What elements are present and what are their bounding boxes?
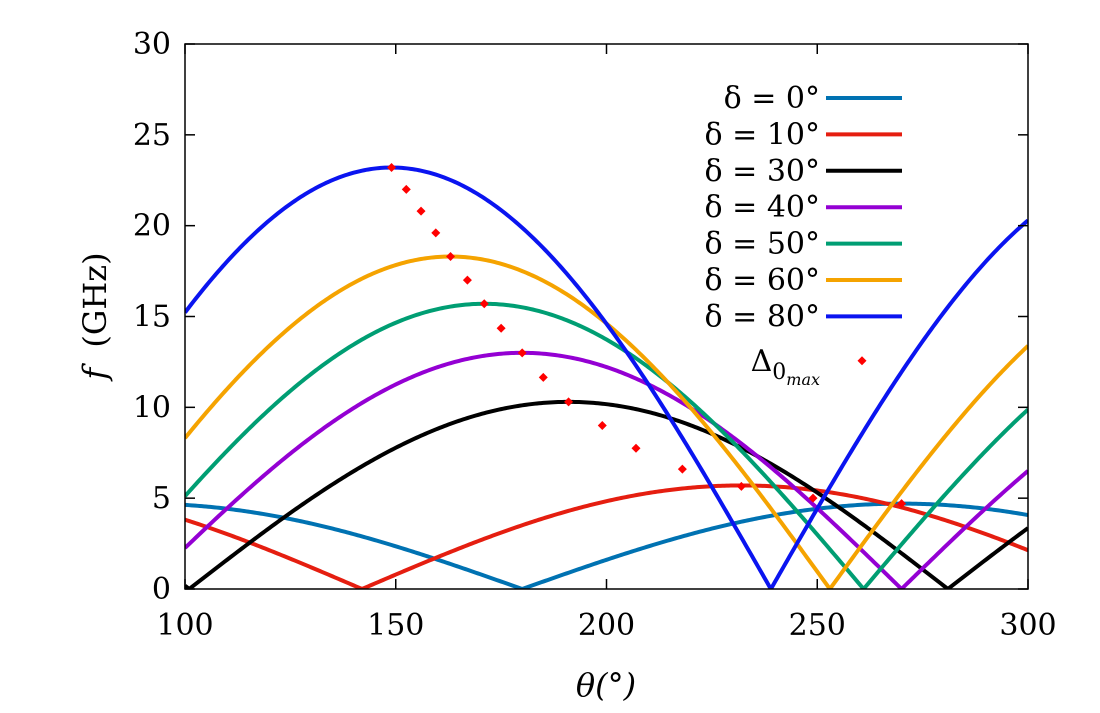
y-tick-label: 20 (133, 209, 171, 244)
series-line-delta-30 (185, 399, 1028, 589)
y-tick-label: 15 (133, 300, 171, 335)
y-axis-label-symbol: f (76, 363, 114, 382)
series-line-delta-50 (185, 301, 1028, 589)
x-tick-label: 200 (578, 608, 635, 643)
series-line-delta-40 (185, 350, 1028, 589)
marker-point (401, 184, 411, 194)
x-tick-label: 100 (156, 608, 213, 643)
x-tick-label: 250 (789, 608, 846, 643)
y-axis-label: f (GHz) (76, 252, 114, 381)
legend-label-delta-0: δ = 0° (724, 81, 820, 116)
marker-point (387, 163, 397, 173)
legend-label-delta-80: δ = 80° (705, 299, 820, 334)
svg-text:f (GHz): f (GHz) (76, 252, 114, 381)
marker-point (564, 397, 574, 407)
y-tick-label: 0 (152, 572, 171, 607)
legend-label-delta-10: δ = 10° (705, 117, 820, 152)
legend-label-delta-40: δ = 40° (705, 190, 820, 225)
legend-label-delta-60: δ = 60° (705, 263, 820, 298)
marker-point (736, 481, 746, 491)
series-line-delta-10 (185, 483, 1028, 589)
marker-point (677, 464, 687, 474)
y-tick-label: 30 (133, 27, 171, 62)
marker-point (631, 443, 641, 453)
marker-point (479, 299, 489, 309)
marker-point (416, 206, 426, 216)
marker-point (446, 252, 456, 262)
legend-label-delta-30: δ = 30° (705, 154, 820, 189)
y-tick-label: 10 (133, 390, 171, 425)
marker-point (897, 499, 907, 509)
legend-swatch-markers (857, 356, 867, 366)
y-tick-label: 25 (133, 118, 171, 153)
marker-point (431, 228, 441, 238)
x-tick-label: 300 (999, 608, 1056, 643)
marker-point (597, 421, 607, 430)
legend-label-markers: Δ0max (751, 344, 820, 389)
marker-point (496, 323, 506, 333)
series-line-delta-60 (185, 254, 1028, 589)
series-layer (185, 165, 1028, 589)
legend-label-delta-50: δ = 50° (705, 227, 820, 262)
marker-point (808, 493, 818, 503)
legend: δ = 0°δ = 10°δ = 30°δ = 40°δ = 50°δ = 60… (705, 81, 902, 389)
marker-point (462, 275, 472, 285)
x-tick-label: 150 (367, 608, 424, 643)
tick-layer: 100 150 200 250 300 0 5 10 15 20 25 30 (133, 27, 1057, 643)
y-axis-label-units: (GHz) (76, 252, 114, 347)
marker-layer (387, 163, 907, 509)
series-line-delta-80 (185, 165, 1028, 589)
marker-point (538, 372, 548, 382)
marker-point (517, 348, 527, 358)
x-axis-label: θ(°) (576, 666, 636, 704)
y-tick-label: 5 (152, 481, 171, 516)
